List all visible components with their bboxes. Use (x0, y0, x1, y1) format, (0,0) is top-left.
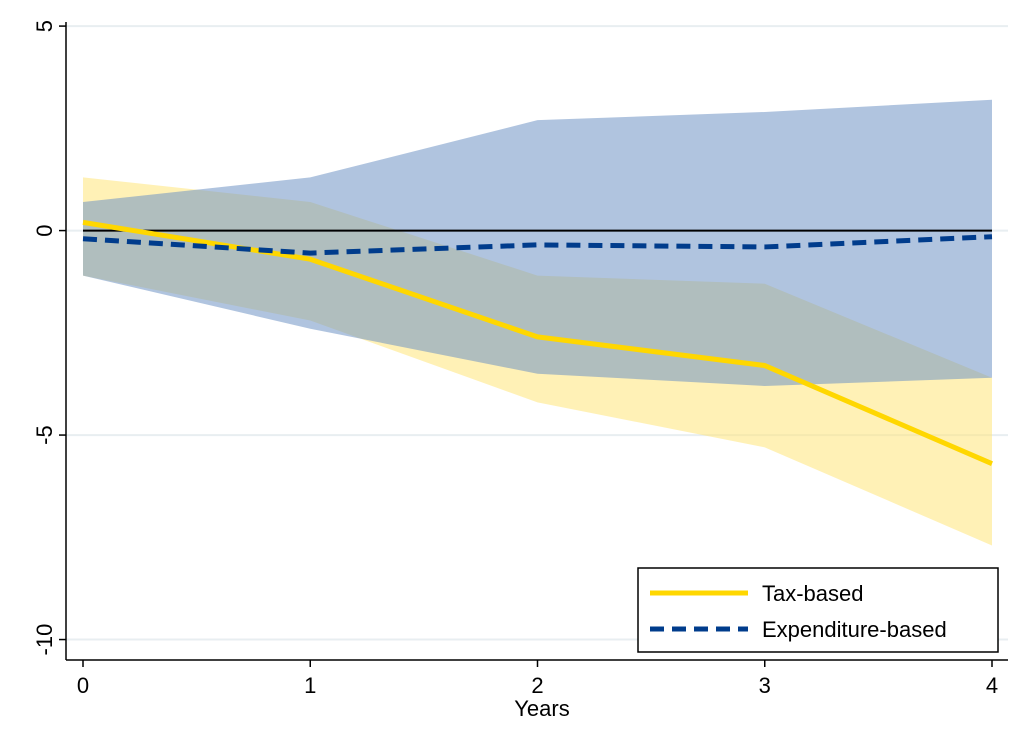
legend-box (637, 567, 999, 653)
band-expenditure-based (83, 99, 992, 386)
legend-label-expenditure-based: Expenditure-based (762, 617, 947, 642)
y-tick-label-3: -10 (32, 624, 57, 656)
x-tick-label-3: 3 (759, 673, 771, 698)
confidence-bands (83, 99, 992, 546)
legend: Tax-based Expenditure-based (637, 567, 999, 653)
x-tick-label-2: 2 (531, 673, 543, 698)
y-tick-label-0: 5 (32, 20, 57, 32)
x-tick-label-0: 0 (77, 673, 89, 698)
series-line-expenditure-based (82, 234, 993, 256)
x-tick-label-1: 1 (304, 673, 316, 698)
x-axis-title: Years (514, 696, 569, 721)
y-tick-label-1: 0 (32, 224, 57, 236)
y-tick-label-2: -5 (32, 425, 57, 445)
x-tick-label-4: 4 (986, 673, 998, 698)
legend-label-tax-based: Tax-based (762, 581, 864, 606)
series-lines (82, 219, 993, 466)
axes: 5 0 -5 -10 0 1 2 3 4 (32, 20, 1008, 698)
